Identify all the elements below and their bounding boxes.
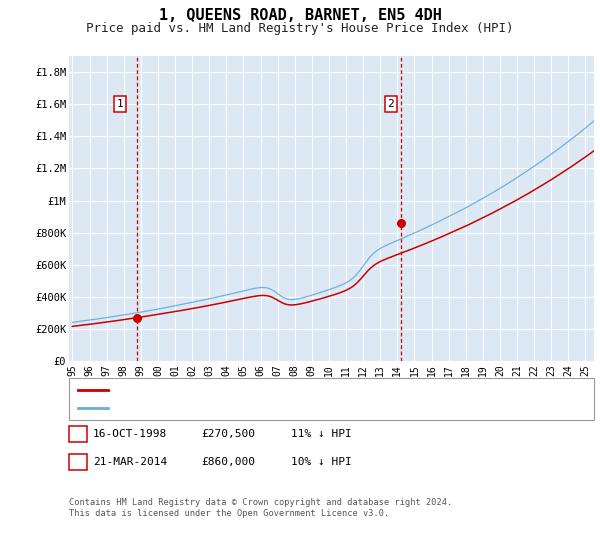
Text: Contains HM Land Registry data © Crown copyright and database right 2024.
This d: Contains HM Land Registry data © Crown c… — [69, 498, 452, 518]
Text: 10% ↓ HPI: 10% ↓ HPI — [291, 457, 352, 467]
Text: HPI: Average price, detached house, Barnet: HPI: Average price, detached house, Barn… — [114, 403, 387, 413]
Text: 21-MAR-2014: 21-MAR-2014 — [93, 457, 167, 467]
Text: 11% ↓ HPI: 11% ↓ HPI — [291, 429, 352, 439]
Text: £270,500: £270,500 — [201, 429, 255, 439]
Text: 1: 1 — [117, 99, 124, 109]
Text: 16-OCT-1998: 16-OCT-1998 — [93, 429, 167, 439]
Text: 1, QUEENS ROAD, BARNET, EN5 4DH: 1, QUEENS ROAD, BARNET, EN5 4DH — [158, 8, 442, 24]
Text: 1, QUEENS ROAD, BARNET, EN5 4DH (detached house): 1, QUEENS ROAD, BARNET, EN5 4DH (detache… — [114, 385, 426, 395]
Text: Price paid vs. HM Land Registry's House Price Index (HPI): Price paid vs. HM Land Registry's House … — [86, 22, 514, 35]
Text: £860,000: £860,000 — [201, 457, 255, 467]
Text: 2: 2 — [388, 99, 394, 109]
Text: 1: 1 — [74, 429, 82, 439]
Text: 2: 2 — [74, 457, 82, 467]
